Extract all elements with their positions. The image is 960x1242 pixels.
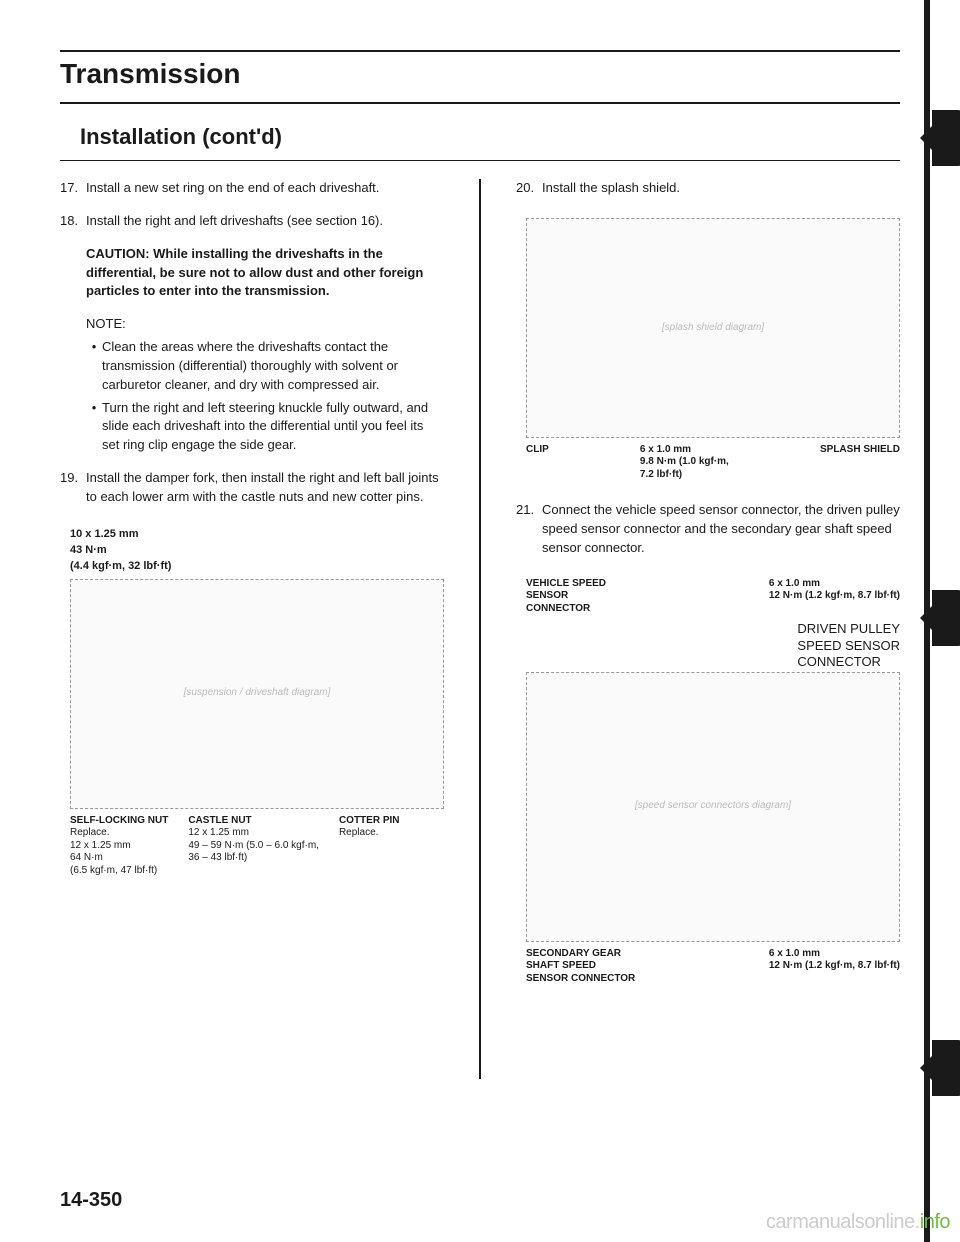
- step-number: 17.: [60, 179, 86, 198]
- watermark: carmanualsonline.info: [766, 1211, 950, 1234]
- spec-line: (4.4 kgf·m, 32 lbf·ft): [70, 560, 171, 572]
- note-label: NOTE:: [86, 315, 444, 334]
- step-text: Install a new set ring on the end of eac…: [86, 179, 444, 198]
- figure-labels-bottom: SECONDARY GEAR SHAFT SPEED SENSOR CONNEC…: [526, 948, 900, 986]
- spec-line: 10 x 1.25 mm: [70, 528, 139, 540]
- step-number: 19.: [60, 469, 86, 507]
- label-sub: Replace.: [339, 827, 378, 838]
- label-title: COTTER PIN: [339, 815, 400, 826]
- side-tab-icon: [932, 590, 960, 646]
- spec-line: 9.8 N·m (1.0 kgf·m,: [640, 456, 729, 467]
- side-tab-icon: [932, 1040, 960, 1096]
- caution-block: CAUTION: While installing the driveshaft…: [86, 245, 444, 302]
- step-text: Install the right and left driveshafts (…: [86, 212, 444, 231]
- step-19: 19. Install the damper fork, then instal…: [60, 469, 444, 507]
- spec-line: 7.2 lbf·ft): [640, 469, 682, 480]
- fig-spec: 10 x 1.25 mm 43 N·m (4.4 kgf·m, 32 lbf·f…: [70, 527, 444, 575]
- figure-3: VEHICLE SPEED SENSOR CONNECTOR 6 x 1.0 m…: [526, 578, 900, 985]
- label-clip: CLIP: [526, 444, 549, 482]
- label-title: CASTLE NUT: [188, 815, 251, 826]
- note-bullet: • Clean the areas where the driveshafts …: [86, 338, 444, 395]
- column-divider: [479, 179, 481, 1079]
- label-cotter-pin: COTTER PIN Replace.: [339, 815, 400, 878]
- left-column: 17. Install a new set ring on the end of…: [60, 179, 444, 1079]
- figure-labels-top: VEHICLE SPEED SENSOR CONNECTOR 6 x 1.0 m…: [526, 578, 900, 616]
- step-17: 17. Install a new set ring on the end of…: [60, 179, 444, 198]
- figure-labels: CLIP 6 x 1.0 mm 9.8 N·m (1.0 kgf·m, 7.2 …: [526, 444, 900, 482]
- step-number: 21.: [516, 501, 542, 558]
- step-text: Connect the vehicle speed sensor connect…: [542, 501, 900, 558]
- spec-line: 6 x 1.0 mm: [640, 444, 691, 455]
- label-self-locking-nut: SELF-LOCKING NUT Replace. 12 x 1.25 mm 6…: [70, 815, 168, 878]
- figure-labels: SELF-LOCKING NUT Replace. 12 x 1.25 mm 6…: [70, 815, 444, 878]
- figure-illustration: [speed sensor connectors diagram]: [526, 672, 900, 942]
- side-tab-strip: [924, 0, 960, 1242]
- step-21: 21. Connect the vehicle speed sensor con…: [516, 501, 900, 558]
- label-vss-connector: VEHICLE SPEED SENSOR CONNECTOR: [526, 578, 606, 616]
- label-secondary-connector: SECONDARY GEAR SHAFT SPEED SENSOR CONNEC…: [526, 948, 635, 986]
- step-text: Install the damper fork, then install th…: [86, 469, 444, 507]
- page-number: 14-350: [60, 1189, 122, 1212]
- label-text: DRIVEN PULLEY SPEED SENSOR CONNECTOR: [797, 621, 900, 670]
- label-castle-nut: CASTLE NUT 12 x 1.25 mm 49 – 59 N·m (5.0…: [188, 815, 319, 878]
- figure-illustration: [splash shield diagram]: [526, 218, 900, 438]
- step-18: 18. Install the right and left driveshaf…: [60, 212, 444, 231]
- bullet-icon: •: [86, 338, 102, 395]
- label-title: SELF-LOCKING NUT: [70, 815, 168, 826]
- note-block: NOTE: • Clean the areas where the drives…: [86, 315, 444, 455]
- label-sub: Replace. 12 x 1.25 mm 64 N·m (6.5 kgf·m,…: [70, 827, 157, 876]
- step-text: Install the splash shield.: [542, 179, 900, 198]
- step-number: 18.: [60, 212, 86, 231]
- figure-1: 10 x 1.25 mm 43 N·m (4.4 kgf·m, 32 lbf·f…: [70, 527, 444, 877]
- label-bolt-spec: 6 x 1.0 mm 12 N·m (1.2 kgf·m, 8.7 lbf·ft…: [769, 948, 900, 986]
- spec-line: 43 N·m: [70, 544, 107, 556]
- content-columns: 17. Install a new set ring on the end of…: [60, 179, 900, 1079]
- label-bolt-spec: 6 x 1.0 mm 9.8 N·m (1.0 kgf·m, 7.2 lbf·f…: [640, 444, 729, 482]
- label-sub: 12 x 1.25 mm 49 – 59 N·m (5.0 – 6.0 kgf·…: [188, 827, 319, 863]
- label-driven-pulley: DRIVEN PULLEY SPEED SENSOR CONNECTOR: [526, 621, 900, 671]
- watermark-text: carmanualsonline.: [766, 1211, 920, 1233]
- side-tab-icon: [932, 110, 960, 166]
- bullet-icon: •: [86, 399, 102, 456]
- figure-2: [splash shield diagram] CLIP 6 x 1.0 mm …: [526, 218, 900, 482]
- label-splash-shield: SPLASH SHIELD: [820, 444, 900, 482]
- watermark-highlight: info: [920, 1211, 950, 1233]
- page-title: Transmission: [60, 50, 900, 104]
- label-bolt-spec: 6 x 1.0 mm 12 N·m (1.2 kgf·m, 8.7 lbf·ft…: [769, 578, 900, 616]
- step-20: 20. Install the splash shield.: [516, 179, 900, 198]
- bullet-text: Clean the areas where the driveshafts co…: [102, 338, 444, 395]
- figure-illustration: [suspension / driveshaft diagram]: [70, 579, 444, 809]
- bullet-text: Turn the right and left steering knuckle…: [102, 399, 444, 456]
- note-bullet: • Turn the right and left steering knuck…: [86, 399, 444, 456]
- section-subtitle: Installation (cont'd): [60, 124, 900, 161]
- step-number: 20.: [516, 179, 542, 198]
- page-container: Transmission Installation (cont'd) 17. I…: [0, 0, 960, 1242]
- right-column: 20. Install the splash shield. [splash s…: [516, 179, 900, 1079]
